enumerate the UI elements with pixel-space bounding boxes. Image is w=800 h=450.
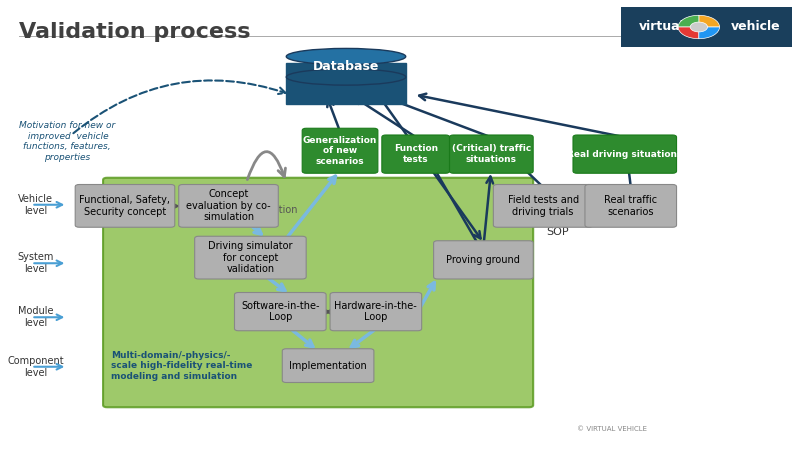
Text: Motivation for new or
 improved  vehicle
functions, features,
properties: Motivation for new or improved vehicle f…: [19, 122, 115, 162]
FancyBboxPatch shape: [286, 63, 406, 104]
FancyBboxPatch shape: [75, 184, 174, 227]
FancyArrowPatch shape: [247, 152, 286, 180]
FancyBboxPatch shape: [302, 128, 378, 173]
FancyBboxPatch shape: [103, 178, 533, 407]
Text: Implementation: Implementation: [290, 360, 367, 371]
Text: Driving simulator
for concept
validation: Driving simulator for concept validation: [208, 241, 293, 274]
Text: Concept
evaluation by co-
simulation: Concept evaluation by co- simulation: [186, 189, 271, 222]
FancyBboxPatch shape: [494, 184, 593, 227]
Wedge shape: [699, 27, 719, 39]
FancyBboxPatch shape: [282, 349, 374, 382]
Wedge shape: [678, 27, 699, 39]
FancyBboxPatch shape: [330, 292, 422, 331]
FancyBboxPatch shape: [573, 135, 677, 173]
FancyBboxPatch shape: [621, 7, 792, 47]
FancyBboxPatch shape: [434, 241, 533, 279]
Text: Vehicle
level: Vehicle level: [18, 194, 53, 216]
Text: Real driving situations: Real driving situations: [567, 149, 682, 159]
Text: Database: Database: [313, 60, 379, 73]
Ellipse shape: [286, 49, 406, 65]
Text: Hardware-in-the-
Loop: Hardware-in-the- Loop: [334, 301, 418, 322]
FancyBboxPatch shape: [585, 184, 677, 227]
Text: Functional, Safety,
Security concept: Functional, Safety, Security concept: [79, 195, 170, 217]
Wedge shape: [678, 15, 699, 27]
Text: Generalization
of new
scenarios: Generalization of new scenarios: [303, 136, 378, 166]
FancyBboxPatch shape: [234, 292, 326, 331]
Text: Field tests and
driving trials: Field tests and driving trials: [507, 195, 578, 217]
Text: Component
level: Component level: [7, 356, 64, 378]
Wedge shape: [699, 15, 719, 27]
Text: Real traffic
scenarios: Real traffic scenarios: [604, 195, 658, 217]
Text: (Critical) traffic
situations: (Critical) traffic situations: [452, 144, 531, 164]
Text: SOP: SOP: [546, 227, 568, 237]
Text: Software-in-the-
Loop: Software-in-the- Loop: [241, 301, 319, 322]
Text: Validation process: Validation process: [19, 22, 251, 42]
Text: Proving ground: Proving ground: [446, 255, 520, 265]
Text: Optimization
loop: Optimization loop: [235, 205, 298, 226]
Text: System
level: System level: [17, 252, 54, 274]
Text: Module
level: Module level: [18, 306, 53, 328]
Text: © VIRTUAL VEHICLE: © VIRTUAL VEHICLE: [577, 426, 647, 432]
FancyBboxPatch shape: [194, 236, 306, 279]
FancyBboxPatch shape: [382, 135, 450, 173]
Text: Function
tests: Function tests: [394, 144, 438, 164]
Text: vehicle: vehicle: [730, 21, 780, 33]
Text: Multi-domain/-physics/-
scale high-fidelity real-time
modeling and simulation: Multi-domain/-physics/- scale high-fidel…: [111, 351, 253, 381]
FancyBboxPatch shape: [450, 135, 533, 173]
Ellipse shape: [286, 69, 406, 85]
FancyBboxPatch shape: [178, 184, 278, 227]
Text: virtual: virtual: [638, 21, 684, 33]
Circle shape: [690, 22, 707, 32]
